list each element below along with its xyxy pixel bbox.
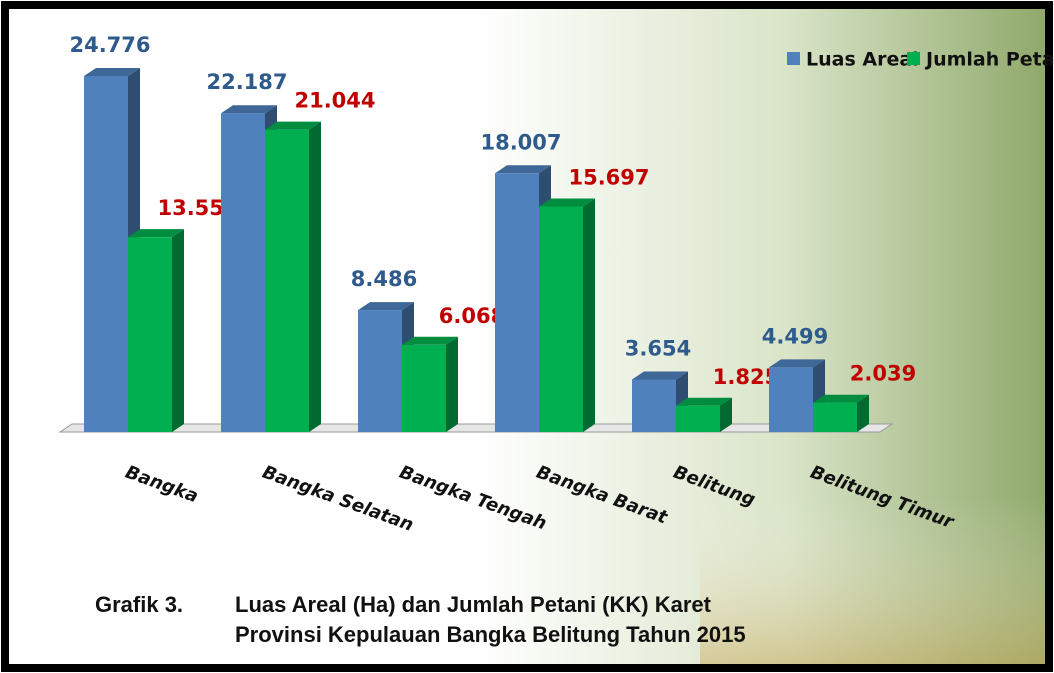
bar-side <box>583 198 595 432</box>
bar-front <box>676 405 720 432</box>
bar-front <box>495 173 539 432</box>
bar-front <box>84 76 128 432</box>
legend-label: Luas Areal <box>806 49 919 71</box>
bar-front <box>358 310 402 432</box>
bar-top <box>358 302 414 311</box>
bar-front <box>769 367 813 432</box>
bar-side <box>720 397 732 432</box>
bar-front <box>128 237 172 432</box>
caption-label: Grafik 3. <box>95 592 183 617</box>
value-label: 18.007 <box>480 130 561 154</box>
bar-top <box>265 121 321 130</box>
floor <box>58 423 894 433</box>
legend-label: Jumlah Petani (KK) <box>924 49 1054 71</box>
bar-side <box>309 121 321 433</box>
value-label: 15.697 <box>568 165 649 189</box>
bar-side <box>446 336 458 432</box>
bar-top <box>402 336 458 345</box>
bar <box>632 371 688 432</box>
bar-front <box>813 402 857 432</box>
bar-top <box>769 359 825 368</box>
value-label: 24.776 <box>69 33 150 57</box>
bar-top <box>813 394 869 403</box>
bar <box>265 121 321 433</box>
value-label: 4.499 <box>762 324 828 348</box>
bar-front <box>402 344 446 432</box>
bar-top <box>632 371 688 380</box>
legend-swatch <box>787 52 800 65</box>
caption-line: Provinsi Kepulauan Bangka Belitung Tahun… <box>235 622 746 647</box>
value-label: 8.486 <box>351 267 417 291</box>
bar-top <box>676 397 732 406</box>
value-label: 6.068 <box>439 304 505 328</box>
background-image <box>700 330 1045 664</box>
bar-top <box>221 105 277 114</box>
bar-front <box>265 129 309 432</box>
bar-side <box>172 229 184 432</box>
bar-top <box>84 68 140 76</box>
bar <box>128 229 184 432</box>
caption-line: Luas Areal (Ha) dan Jumlah Petani (KK) K… <box>235 592 712 617</box>
bar-top <box>495 165 551 174</box>
value-label: 21.044 <box>294 89 375 113</box>
bar-front <box>539 206 583 432</box>
bar <box>676 397 732 432</box>
bar <box>813 394 869 432</box>
legend-swatch <box>907 52 920 65</box>
bar-top <box>128 229 184 238</box>
value-label: 3.654 <box>625 336 691 360</box>
bar-front <box>632 379 676 432</box>
bar-top <box>539 198 595 207</box>
value-label: 2.039 <box>850 362 916 386</box>
bar-front <box>221 113 265 432</box>
bar <box>539 198 595 432</box>
bar-side <box>857 394 869 432</box>
value-label: 1.825 <box>713 365 779 389</box>
value-label: 22.187 <box>206 70 287 94</box>
bar <box>402 336 458 432</box>
